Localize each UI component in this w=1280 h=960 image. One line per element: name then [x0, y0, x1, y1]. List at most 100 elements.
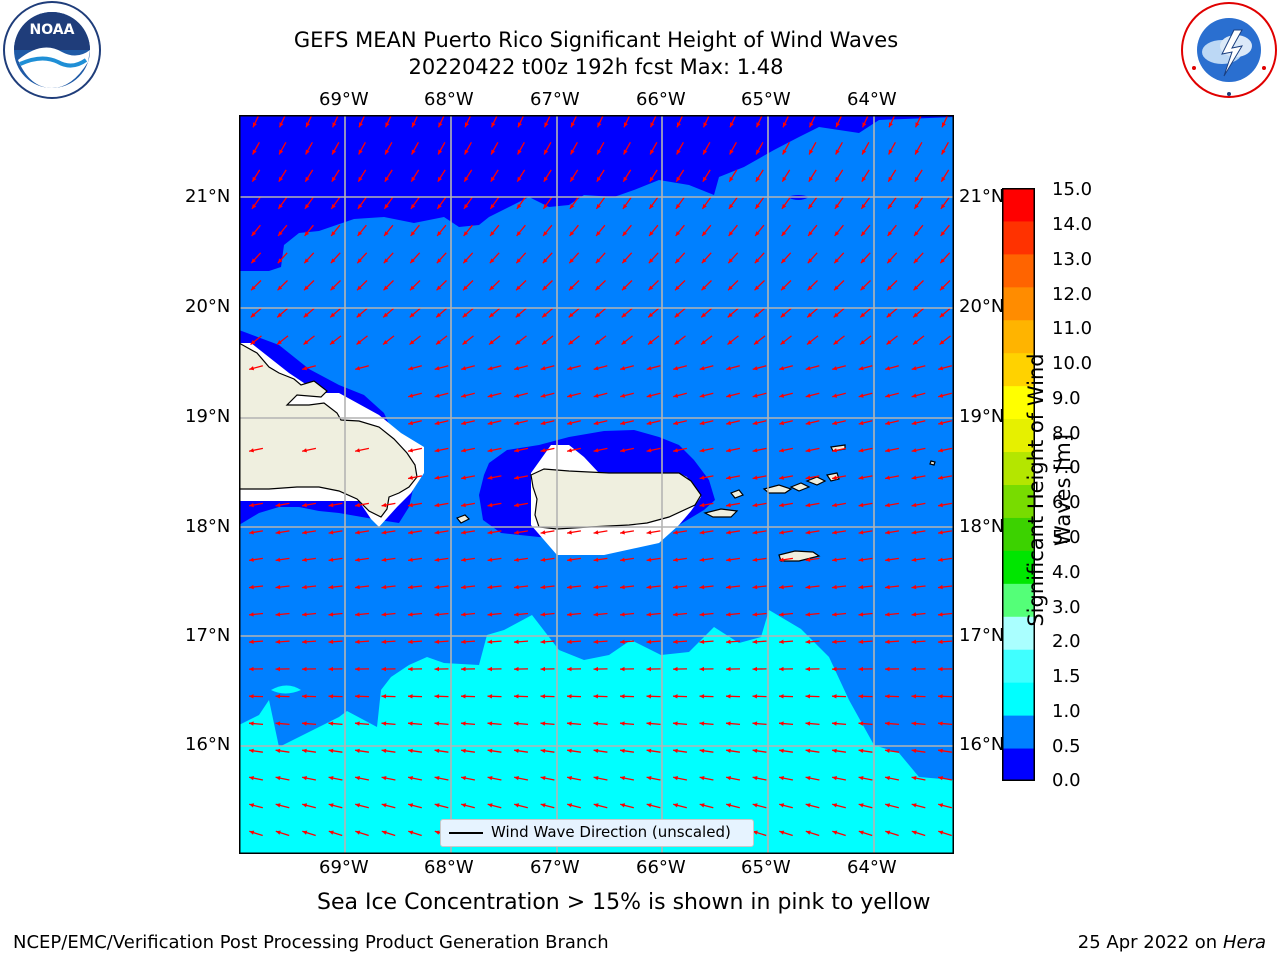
wind-arrow-icon [940, 169, 950, 183]
wind-arrow-icon [832, 420, 846, 426]
wind-arrow-icon [858, 694, 873, 699]
wind-arrow-icon [725, 666, 741, 672]
wind-arrow-icon [911, 666, 926, 672]
wind-arrow-icon [543, 169, 552, 183]
wind-arrow-icon [487, 475, 502, 480]
island-vieques [703, 508, 739, 518]
colorbar-tick: 15.0 [1052, 179, 1093, 200]
wind-arrow-icon [249, 557, 263, 562]
wind-arrow-icon [835, 115, 843, 128]
wind-arrow-icon [646, 584, 661, 590]
wind-arrow-icon [515, 307, 527, 318]
wind-arrow-icon [779, 392, 793, 398]
wind-arrow-icon [513, 776, 529, 781]
wind-arrow-icon [331, 141, 340, 155]
wind-arrow-icon [460, 447, 476, 453]
wind-arrow-icon [725, 612, 741, 617]
colorbar-tick: 0.5 [1052, 736, 1081, 757]
wind-arrow-icon [513, 530, 529, 535]
wind-arrow-icon [540, 666, 555, 672]
land-hispaniola [239, 342, 418, 518]
wind-arrow-icon [779, 557, 793, 562]
wind-arrow-icon [489, 280, 500, 291]
wind-arrow-icon [330, 280, 341, 291]
wind-arrow-icon [540, 530, 555, 535]
colorbar-segment [1002, 583, 1035, 617]
lon-label-bottom: 67°W [530, 857, 580, 878]
wind-arrow-icon [780, 307, 792, 318]
wind-arrow-icon [383, 224, 394, 237]
lat-label-right: 16°N [959, 734, 1005, 755]
wind-arrow-icon [354, 612, 370, 617]
map-legend: Wind Wave Direction (unscaled) [440, 819, 754, 847]
wind-arrow-icon [460, 639, 476, 644]
wind-arrow-icon [725, 530, 741, 535]
wind-arrow-icon [275, 803, 290, 809]
lon-label-top: 66°W [636, 89, 686, 110]
wind-arrow-icon [409, 307, 421, 318]
wind-arrow-icon [805, 694, 820, 699]
wind-arrow-icon [858, 776, 873, 781]
wind-arrow-icon [619, 721, 635, 726]
wind-arrow-icon [699, 612, 714, 617]
wind-arrow-icon [434, 420, 449, 426]
footer-branch: NCEP/EMC/Verification Post Processing Pr… [13, 932, 609, 953]
wind-arrow-icon [860, 252, 871, 264]
wind-arrow-icon [941, 141, 949, 155]
graticule [239, 115, 954, 854]
wind-arrow-icon [358, 141, 366, 155]
colorbar-segment [1002, 385, 1035, 420]
wind-arrow-icon [593, 392, 608, 398]
wind-arrow-icon [593, 694, 608, 699]
wind-arrow-icon [381, 557, 396, 562]
wind-arrow-icon [727, 307, 739, 318]
wind-arrow-icon [623, 141, 631, 155]
noaa-logo-icon: NOAA [3, 1, 101, 99]
wind-arrow-icon [884, 639, 900, 644]
wind-arrow-icon [649, 141, 658, 155]
wind-arrow-icon [566, 584, 582, 590]
wind-arrow-icon [833, 252, 845, 264]
colorbar-segment [1002, 319, 1035, 354]
wind-arrow-icon [514, 803, 528, 809]
wind-arrow-icon [938, 420, 952, 426]
wind-arrow-icon [407, 475, 423, 480]
wind-arrow-icon [301, 639, 317, 644]
nws-logo-icon [1181, 2, 1277, 98]
wind-arrow-icon [411, 141, 419, 155]
wind-arrow-icon [778, 502, 794, 508]
wind-arrow-icon [621, 252, 633, 264]
wind-arrow-icon [725, 721, 741, 726]
wind-arrow-icon [434, 694, 449, 699]
wind-arrow-icon [834, 224, 844, 237]
colorbar-tick: 1.5 [1052, 666, 1081, 687]
wind-arrow-icon [937, 530, 953, 535]
wind-arrow-icon [328, 721, 343, 726]
wind-arrow-icon [407, 666, 423, 672]
wind-arrow-icon [463, 224, 473, 237]
wind-arrow-icon [676, 115, 684, 128]
wind-arrow-icon [463, 197, 473, 210]
wind-arrow-icon [726, 803, 740, 809]
wind-arrow-icon [858, 475, 873, 480]
wind-arrow-icon [593, 557, 608, 562]
wind-arrow-icon [595, 197, 606, 210]
wind-arrow-icon [911, 365, 926, 371]
wind-arrow-icon [251, 197, 261, 210]
wind-arrow-icon [888, 141, 896, 155]
wind-arrow-icon [619, 666, 635, 672]
colorbar-segment [1002, 220, 1035, 255]
wind-arrow-icon [301, 584, 317, 590]
wind-arrow-icon [356, 335, 368, 346]
wind-arrow-icon [381, 502, 396, 508]
wind-arrow-icon [939, 307, 951, 318]
wind-arrow-icon [752, 694, 767, 699]
wind-arrow-icon [885, 748, 899, 753]
wind-arrow-icon [673, 365, 687, 371]
wind-arrow-icon [648, 224, 659, 237]
wind-arrow-icon [646, 776, 661, 781]
wind-arrow-icon [938, 803, 952, 809]
wind-arrow-icon [250, 252, 262, 264]
wind-arrow-icon [330, 197, 341, 210]
wind-arrow-icon [249, 830, 263, 837]
